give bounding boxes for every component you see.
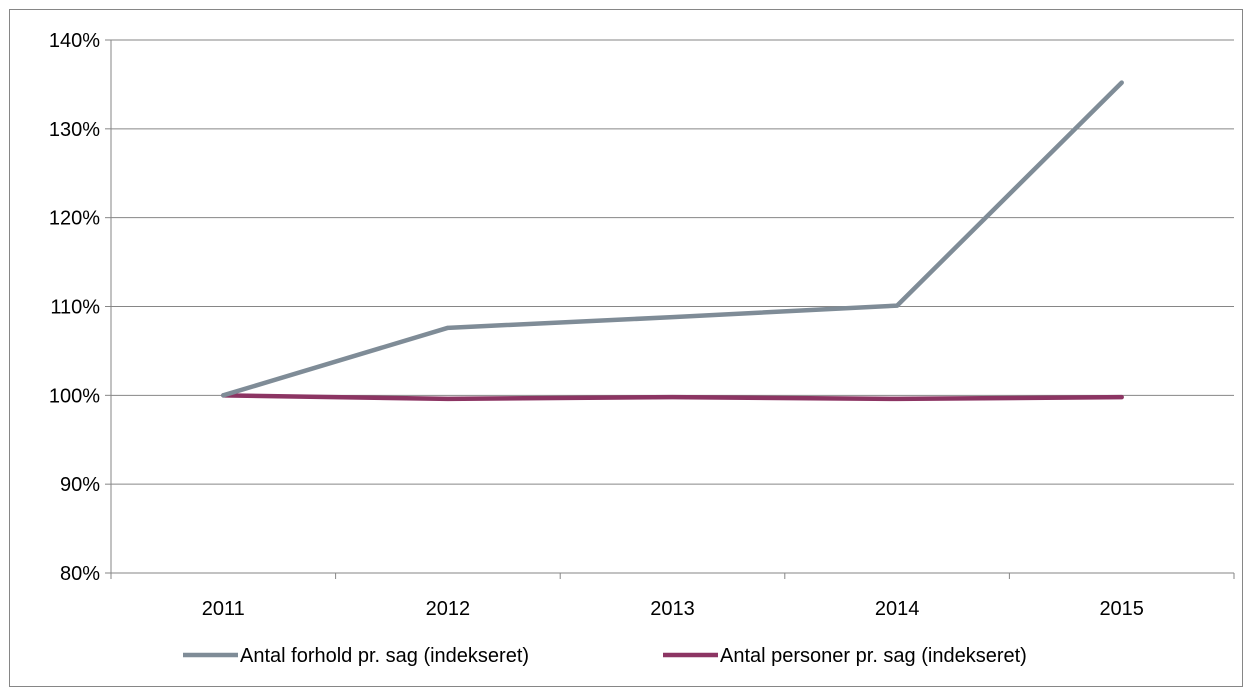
y-axis-ticks: 80% 90% 100% 110% 120% 130% 140% xyxy=(49,30,111,585)
x-tick-label: 2011 xyxy=(202,598,245,620)
x-tick-label: 2013 xyxy=(650,598,695,620)
y-tick-label: 120% xyxy=(49,208,100,230)
gridlines xyxy=(111,39,1234,485)
x-axis-ticks: 2011 2012 2013 2014 2015 xyxy=(110,573,1235,620)
y-tick-label: 130% xyxy=(49,119,100,141)
legend-label-0: Antal forhold pr. sag (indekseret) xyxy=(240,645,529,667)
series-line-0 xyxy=(221,80,1124,398)
x-tick-label: 2014 xyxy=(875,598,920,620)
series-lines xyxy=(221,80,1124,402)
legend-label-1: Antal personer pr. sag (indekseret) xyxy=(720,645,1027,667)
chart-frame xyxy=(9,9,1243,687)
x-tick-label: 2015 xyxy=(1099,598,1144,620)
series-line-1 xyxy=(221,393,1124,402)
legend: Antal forhold pr. sag (indekseret) Antal … xyxy=(183,645,1027,667)
x-tick-label: 2012 xyxy=(426,598,471,620)
y-tick-label: 90% xyxy=(60,474,100,496)
y-tick-label: 100% xyxy=(49,385,100,407)
y-tick-label: 110% xyxy=(50,297,100,319)
y-tick-label: 80% xyxy=(60,563,100,585)
y-tick-label: 140% xyxy=(49,30,100,52)
